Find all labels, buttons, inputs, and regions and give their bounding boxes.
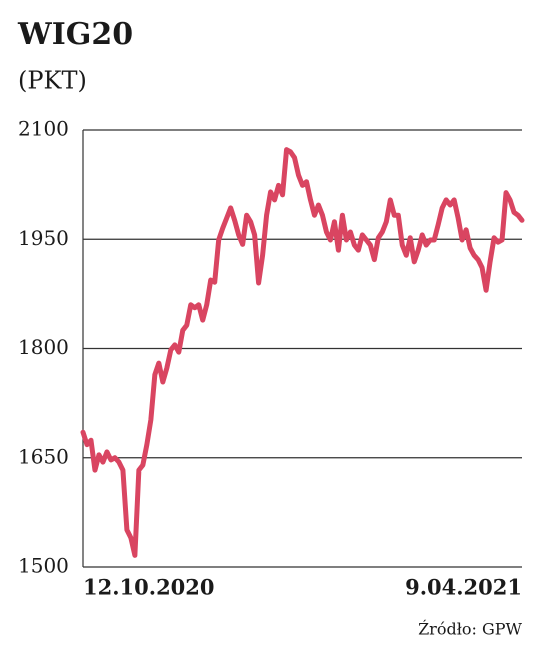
chart-subtitle: (PKT)	[18, 67, 87, 95]
y-tick-label: 1950	[18, 226, 69, 250]
chart-title: WIG20	[17, 17, 133, 52]
x-tick-label: 9.04.2021	[405, 575, 522, 600]
y-tick-label: 1500	[18, 554, 69, 578]
y-tick-label: 1800	[18, 335, 69, 359]
source: Źródło: GPW	[418, 619, 522, 639]
data-line	[80, 147, 525, 558]
y-tick-label: 2100	[18, 117, 69, 141]
y-tick-label: 1650	[18, 444, 69, 468]
x-tick-label: 12.10.2020	[83, 575, 215, 600]
